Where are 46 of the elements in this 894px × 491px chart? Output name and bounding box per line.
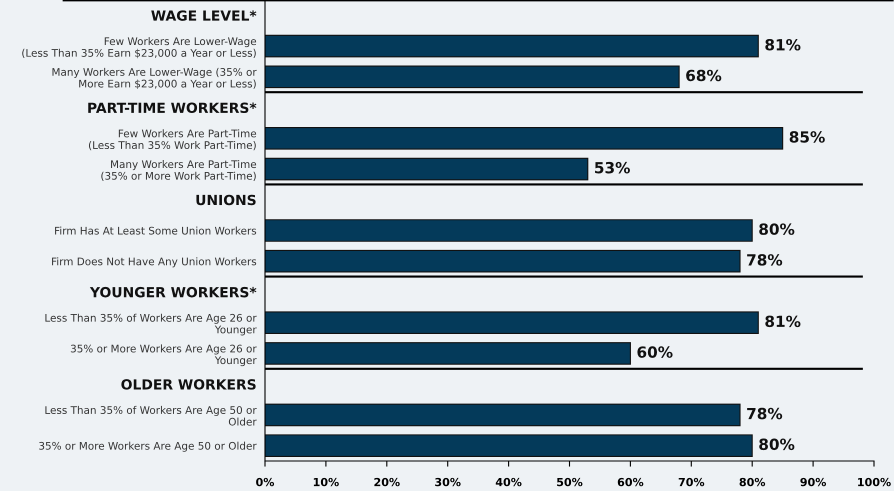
x-tick-label: 60% (618, 478, 644, 486)
y-tick-label: OLDER WORKERS (121, 379, 256, 390)
data-label: 80% (759, 438, 794, 450)
bar (265, 404, 741, 426)
bar (265, 126, 784, 150)
y-tick-label: Firm Does Not Have Any Union Workers (52, 257, 256, 268)
data-label: 78% (747, 254, 782, 266)
data-label: 81% (765, 316, 800, 328)
data-label: 80% (759, 223, 794, 235)
bar (265, 66, 680, 88)
y-tick-label: Many Workers Are Part-Time (35% or More Work Part-Time) (101, 160, 256, 181)
data-label: 78% (747, 408, 782, 420)
x-tick-label: 0% (256, 478, 274, 486)
y-tick-label: YOUNGER WORKERS* (90, 286, 256, 298)
bar (265, 250, 741, 273)
x-tick-label: 80% (740, 478, 766, 486)
bar (265, 158, 588, 180)
bar (265, 342, 631, 365)
y-tick-label: Less Than 35% of Workers Are Age 50 or Older (45, 406, 257, 426)
x-tick-label: 30% (435, 478, 461, 486)
y-tick-label: 35% or More Workers Are Age 50 or Older (39, 442, 257, 452)
y-tick-label: Few Workers Are Part-Time (Less Than 35% Work Part-Time) (88, 129, 256, 150)
x-tick-label: 10% (314, 478, 339, 486)
data-label: 81% (765, 38, 800, 51)
y-tick-label: Less Than 35% of Workers Are Age 26 or Younger (45, 314, 257, 336)
x-tick-label: 90% (800, 478, 826, 486)
x-tick-label: 20% (374, 478, 400, 486)
data-label: 68% (686, 70, 722, 82)
bar (265, 311, 759, 334)
data-label: 60% (637, 346, 673, 358)
x-tick-label: 40% (496, 478, 522, 486)
bar (265, 434, 753, 457)
x-tick-label: 70% (678, 478, 704, 486)
bar (265, 34, 759, 58)
y-tick-label: WAGE LEVEL* (151, 10, 256, 21)
y-tick-label: Firm Has At Least Some Union Workers (55, 226, 256, 235)
data-label: 85% (790, 131, 825, 143)
x-tick-label: 50% (557, 478, 582, 486)
y-tick-label: Few Workers Are Lower-Wage (Less Than 35% Earn $23,000 a Year or Less) (22, 37, 256, 58)
y-tick-label: UNIONS (196, 194, 256, 206)
x-tick-label: 100% (858, 478, 891, 486)
y-tick-label: Many Workers Are Lower-Wage (35% or More Earn $23,000 a Year or Less) (52, 68, 257, 89)
y-tick-label: 35% or More Workers Are Age 26 or Younger (70, 344, 257, 366)
bar (265, 219, 753, 242)
y-tick-label: PART-TIME WORKERS* (88, 102, 256, 114)
data-label: 53% (595, 162, 630, 174)
